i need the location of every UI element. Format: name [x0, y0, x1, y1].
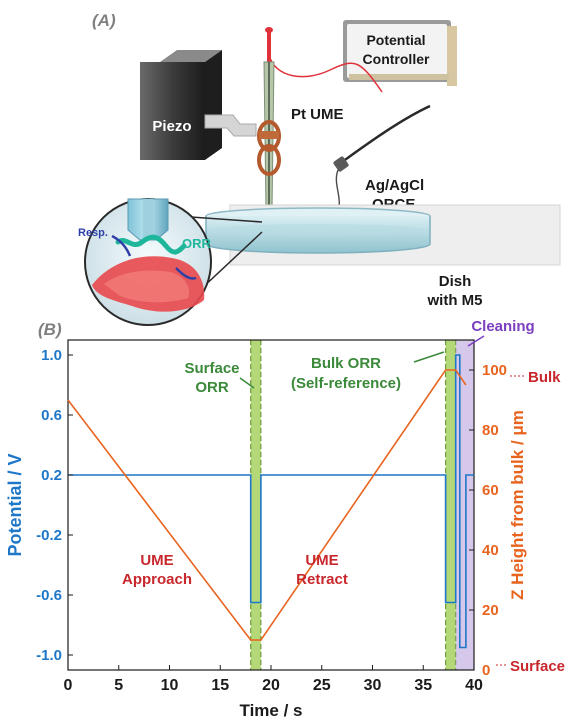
z-height-series-line — [67, 369, 467, 641]
x-tick-label: 30 — [364, 677, 382, 694]
y-left-tick-label: -0.6 — [36, 587, 62, 604]
y-right-tick-label: 80 — [482, 422, 499, 439]
retract-label-line1: UME — [305, 552, 338, 569]
bulk-label: Bulk — [528, 369, 561, 386]
reference-label-line1: Ag/AgCl — [365, 177, 424, 194]
y-right-axis-ticks: 0 20 40 60 80 100 — [469, 362, 507, 679]
bulk-orr-label-line2: (Self-reference) — [291, 375, 401, 392]
zoom-inset — [84, 198, 212, 326]
dish-label-line2: with M5 — [427, 292, 483, 309]
x-tick-label: 0 — [64, 677, 73, 694]
cleaning-label: Cleaning — [471, 318, 534, 335]
y-right-tick-label: 40 — [482, 542, 499, 559]
x-tick-label: 10 — [161, 677, 179, 694]
controller-label-line2: Controller — [363, 51, 430, 67]
potential-series-line — [68, 354, 474, 649]
y-left-tick-label: 1.0 — [41, 347, 62, 364]
reference-wire — [341, 104, 431, 164]
surface-orr-label-line2: ORR — [195, 379, 229, 396]
y-left-axis-label: Potential / V — [5, 453, 25, 556]
working-electrode-wire — [268, 54, 383, 93]
x-tick-label: 5 — [114, 677, 123, 694]
pt-ume-electrode — [257, 27, 281, 222]
surface-orr-label-line1: Surface — [184, 360, 239, 377]
y-left-tick-label: 0.2 — [41, 467, 62, 484]
cleaning-arrow — [467, 335, 485, 347]
approach-label-line2: Approach — [122, 571, 192, 588]
x-tick-label: 15 — [211, 677, 229, 694]
resp-label: Resp. — [78, 227, 108, 239]
y-right-tick-label: 100 — [482, 362, 507, 379]
approach-label-line1: UME — [140, 552, 173, 569]
band-bulk-orr — [445, 340, 456, 670]
x-tick-label: 20 — [262, 677, 280, 694]
panel-a: (A) Potential Controller Piezo — [78, 11, 561, 326]
x-tick-label: 25 — [313, 677, 331, 694]
plot-frame — [67, 339, 475, 671]
surface-label: Surface — [510, 658, 565, 675]
band-surface-orr — [250, 340, 261, 670]
orr-label: ORR — [182, 236, 212, 251]
x-tick-label: 40 — [465, 677, 483, 694]
piezo-arm — [204, 114, 257, 137]
y-left-tick-label: 0.6 — [41, 407, 62, 424]
bulk-orr-label-line1: Bulk ORR — [311, 355, 381, 372]
y-left-axis-ticks: 1.0 0.6 0.2 -0.2 -0.6 -1.0 — [36, 347, 73, 664]
panel-a-label: (A) — [92, 11, 116, 30]
piezo-label: Piezo — [152, 118, 191, 135]
dish-icon — [205, 207, 431, 254]
y-left-tick-label: -0.2 — [36, 527, 62, 544]
x-axis-ticks: 0 5 10 15 20 25 30 35 40 — [64, 665, 483, 694]
x-axis-label: Time / s — [240, 701, 303, 720]
y-right-tick-label: 60 — [482, 482, 499, 499]
y-right-axis-label: Z Height from bulk / μm — [508, 410, 527, 600]
surface-orr-arrow — [239, 377, 255, 389]
data-series — [67, 354, 474, 649]
bulk-orr-arrow — [413, 351, 445, 363]
y-left-tick-label: -1.0 — [36, 647, 62, 664]
dish-label-line1: Dish — [439, 273, 472, 290]
band-cleaning — [455, 340, 474, 670]
potential-controller-icon — [343, 20, 457, 86]
y-right-tick-label: 0 — [482, 662, 490, 679]
pt-ume-label: Pt UME — [291, 106, 344, 123]
y-right-tick-label: 20 — [482, 602, 499, 619]
x-tick-label: 35 — [414, 677, 432, 694]
panel-b-label: (B) — [38, 320, 62, 339]
controller-label-line1: Potential — [366, 32, 425, 48]
piezo-icon — [140, 50, 222, 160]
retract-label-line2: Retract — [296, 571, 348, 588]
panel-b: (B) 0 5 10 15 20 25 30 35 40 1.0 0.6 0.2 -0.2 -0.6 -1… — [5, 318, 565, 720]
